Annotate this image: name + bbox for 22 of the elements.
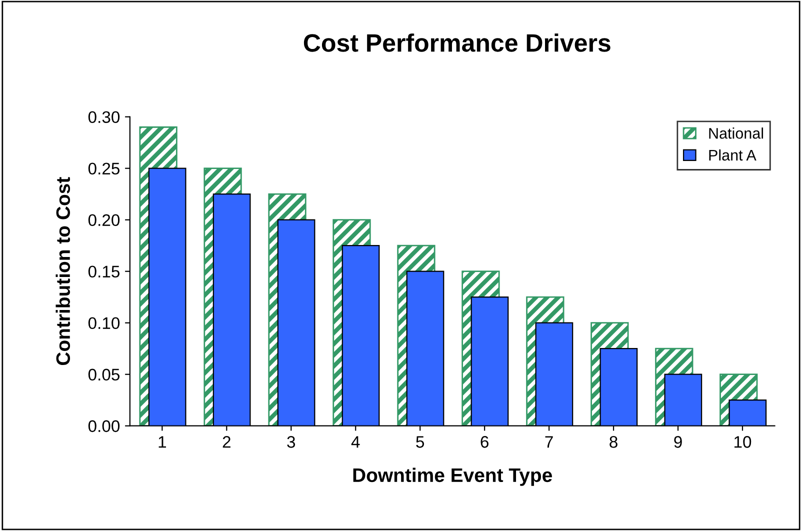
x-tick-label: 6 <box>480 436 488 448</box>
x-tick-label: 8 <box>610 436 618 448</box>
y-tick-label: 0.30 <box>88 111 120 124</box>
x-tick-label: 3 <box>287 436 296 448</box>
y-tick-label: 0.20 <box>88 214 120 226</box>
x-tick-label: 9 <box>674 436 682 448</box>
y-tick-label: 0.15 <box>88 266 120 278</box>
y-tick-label: 0.00 <box>88 420 120 432</box>
x-tick-label: 5 <box>416 436 424 448</box>
legend-label: Plant A <box>709 149 756 161</box>
x-tick-label: 7 <box>545 436 553 448</box>
y-tick-label: 0.05 <box>88 368 120 381</box>
chart-title: Cost Performance Drivers <box>304 33 610 52</box>
legend-label: National <box>709 128 764 139</box>
y-tick-label: 0.25 <box>88 162 120 175</box>
y-tick-label: 0.10 <box>88 317 120 330</box>
x-axis-title: Downtime Event Type <box>353 468 552 486</box>
y-axis-title: Contribution to Cost <box>56 177 70 366</box>
x-tick-label: 4 <box>351 436 360 448</box>
x-tick-label: 1 <box>158 436 166 448</box>
x-tick-label: 10 <box>734 436 752 448</box>
x-tick-label: 2 <box>222 436 230 448</box>
